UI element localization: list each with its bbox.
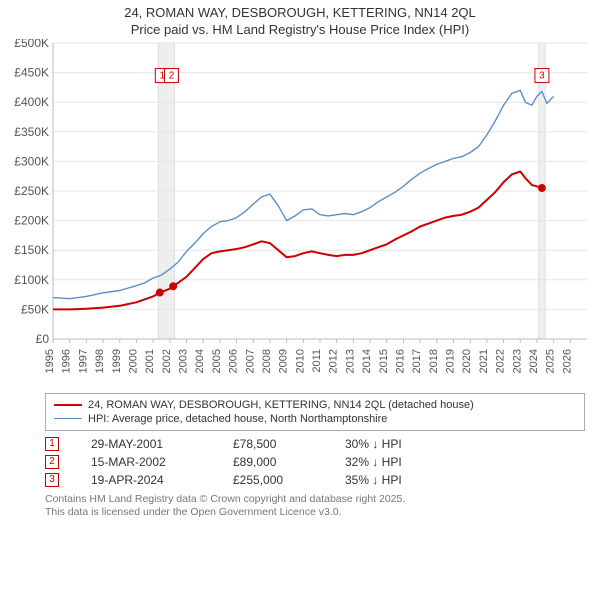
legend: 24, ROMAN WAY, DESBOROUGH, KETTERING, NN… <box>45 393 585 431</box>
annotation-row: 3 19-APR-2024 £255,000 35% ↓ HPI <box>45 471 585 489</box>
svg-text:2010: 2010 <box>294 349 306 373</box>
svg-text:2: 2 <box>169 70 175 81</box>
svg-text:2007: 2007 <box>244 349 256 373</box>
svg-text:£150K: £150K <box>14 243 49 257</box>
annotation-price: £89,000 <box>233 455 313 469</box>
footer-line-1: Contains HM Land Registry data © Crown c… <box>45 493 585 507</box>
legend-label: HPI: Average price, detached house, Nort… <box>88 413 387 425</box>
svg-text:2026: 2026 <box>561 349 573 373</box>
svg-text:2011: 2011 <box>311 349 323 373</box>
svg-text:2023: 2023 <box>511 349 523 373</box>
annotation-date: 29-MAY-2001 <box>91 437 201 451</box>
svg-text:£50K: £50K <box>21 302 49 316</box>
annotation-delta: 32% ↓ HPI <box>345 455 402 469</box>
title-line-1: 24, ROMAN WAY, DESBOROUGH, KETTERING, NN… <box>5 5 595 22</box>
svg-text:2004: 2004 <box>194 349 206 373</box>
svg-text:£250K: £250K <box>14 184 49 198</box>
title-line-2: Price paid vs. HM Land Registry's House … <box>5 22 595 39</box>
svg-text:2001: 2001 <box>144 349 156 373</box>
annotation-delta: 30% ↓ HPI <box>345 437 402 451</box>
svg-text:2019: 2019 <box>445 349 457 373</box>
annotation-price: £255,000 <box>233 473 313 487</box>
svg-text:£400K: £400K <box>14 95 49 109</box>
svg-text:1995: 1995 <box>44 349 56 373</box>
svg-text:2025: 2025 <box>545 349 557 373</box>
footer-attribution: Contains HM Land Registry data © Crown c… <box>45 493 585 520</box>
annotation-row: 1 29-MAY-2001 £78,500 30% ↓ HPI <box>45 435 585 453</box>
svg-text:3: 3 <box>539 70 545 81</box>
annotation-badge: 1 <box>45 437 59 451</box>
legend-row: 24, ROMAN WAY, DESBOROUGH, KETTERING, NN… <box>54 398 576 412</box>
chart-area: £0 £50K £100K £150K £200K £250K £300K £350K £400… <box>5 39 595 389</box>
svg-text:2017: 2017 <box>411 349 423 373</box>
svg-text:£450K: £450K <box>14 65 49 79</box>
svg-text:2013: 2013 <box>344 349 356 373</box>
svg-text:1997: 1997 <box>77 349 89 373</box>
svg-text:1998: 1998 <box>94 349 106 373</box>
svg-text:2022: 2022 <box>495 349 507 373</box>
annotation-price: £78,500 <box>233 437 313 451</box>
chart-title: 24, ROMAN WAY, DESBOROUGH, KETTERING, NN… <box>5 5 595 39</box>
svg-text:2006: 2006 <box>228 349 240 373</box>
annotation-delta: 35% ↓ HPI <box>345 473 402 487</box>
legend-label: 24, ROMAN WAY, DESBOROUGH, KETTERING, NN… <box>88 399 474 411</box>
annotations-table: 1 29-MAY-2001 £78,500 30% ↓ HPI 2 15-MAR-2002… <box>45 435 585 489</box>
svg-text:£350K: £350K <box>14 125 49 139</box>
legend-row: HPI: Average price, detached house, Nort… <box>54 412 576 426</box>
legend-swatch <box>54 404 82 406</box>
annotation-badge: 3 <box>45 473 59 487</box>
annotation-row: 2 15-MAR-2002 £89,000 32% ↓ HPI <box>45 453 585 471</box>
svg-text:2000: 2000 <box>127 349 139 373</box>
svg-text:£0: £0 <box>36 332 50 346</box>
legend-swatch <box>54 418 82 419</box>
svg-text:2003: 2003 <box>178 349 190 373</box>
svg-text:£300K: £300K <box>14 154 49 168</box>
annotation-badge: 2 <box>45 455 59 469</box>
svg-text:2021: 2021 <box>478 349 490 373</box>
svg-text:2014: 2014 <box>361 349 373 373</box>
svg-text:2009: 2009 <box>278 349 290 373</box>
svg-text:2016: 2016 <box>394 349 406 373</box>
svg-text:2018: 2018 <box>428 349 440 373</box>
annotation-date: 19-APR-2024 <box>91 473 201 487</box>
line-chart: £0 £50K £100K £150K £200K £250K £300K £350K £400… <box>5 39 595 389</box>
svg-text:£500K: £500K <box>14 39 49 50</box>
svg-text:1999: 1999 <box>111 349 123 373</box>
svg-text:2008: 2008 <box>261 349 273 373</box>
svg-text:2020: 2020 <box>461 349 473 373</box>
svg-text:2015: 2015 <box>378 349 390 373</box>
svg-text:£200K: £200K <box>14 213 49 227</box>
annotation-date: 15-MAR-2002 <box>91 455 201 469</box>
svg-text:2005: 2005 <box>211 349 223 373</box>
svg-text:£100K: £100K <box>14 273 49 287</box>
svg-text:2002: 2002 <box>161 349 173 373</box>
footer-line-2: This data is licensed under the Open Gov… <box>45 506 585 520</box>
svg-text:2024: 2024 <box>528 349 540 373</box>
svg-text:1996: 1996 <box>61 349 73 373</box>
svg-text:2012: 2012 <box>328 349 340 373</box>
